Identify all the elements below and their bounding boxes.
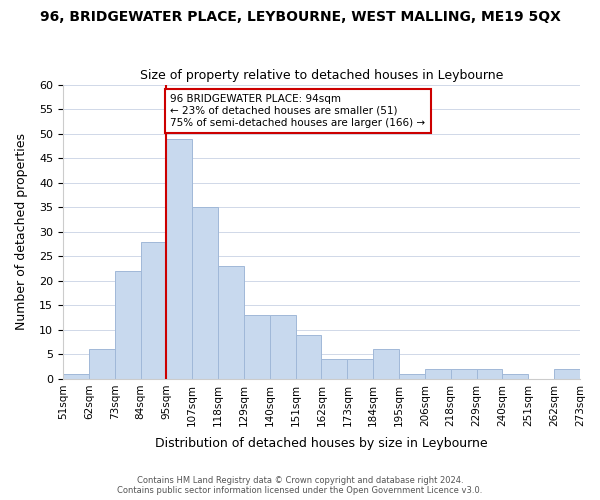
Y-axis label: Number of detached properties: Number of detached properties (15, 133, 28, 330)
Text: 96 BRIDGEWATER PLACE: 94sqm
← 23% of detached houses are smaller (51)
75% of sem: 96 BRIDGEWATER PLACE: 94sqm ← 23% of det… (170, 94, 425, 128)
Bar (502, 374, 528, 379)
Bar (89, 350, 115, 379)
Bar (140, 242, 166, 379)
Title: Size of property relative to detached houses in Leybourne: Size of property relative to detached ho… (140, 69, 503, 82)
Bar (192, 207, 218, 379)
Bar (115, 271, 140, 379)
Bar (347, 360, 373, 379)
Bar (451, 369, 476, 379)
Bar (270, 315, 296, 379)
Bar (296, 335, 322, 379)
Text: 96, BRIDGEWATER PLACE, LEYBOURNE, WEST MALLING, ME19 5QX: 96, BRIDGEWATER PLACE, LEYBOURNE, WEST M… (40, 10, 560, 24)
Bar (476, 369, 502, 379)
Bar (322, 360, 347, 379)
X-axis label: Distribution of detached houses by size in Leybourne: Distribution of detached houses by size … (155, 437, 488, 450)
Text: Contains HM Land Registry data © Crown copyright and database right 2024.
Contai: Contains HM Land Registry data © Crown c… (118, 476, 482, 495)
Bar (399, 374, 425, 379)
Bar (554, 369, 580, 379)
Bar (373, 350, 399, 379)
Bar (218, 266, 244, 379)
Bar (425, 369, 451, 379)
Bar (166, 138, 192, 379)
Bar (244, 315, 270, 379)
Bar (63, 374, 89, 379)
